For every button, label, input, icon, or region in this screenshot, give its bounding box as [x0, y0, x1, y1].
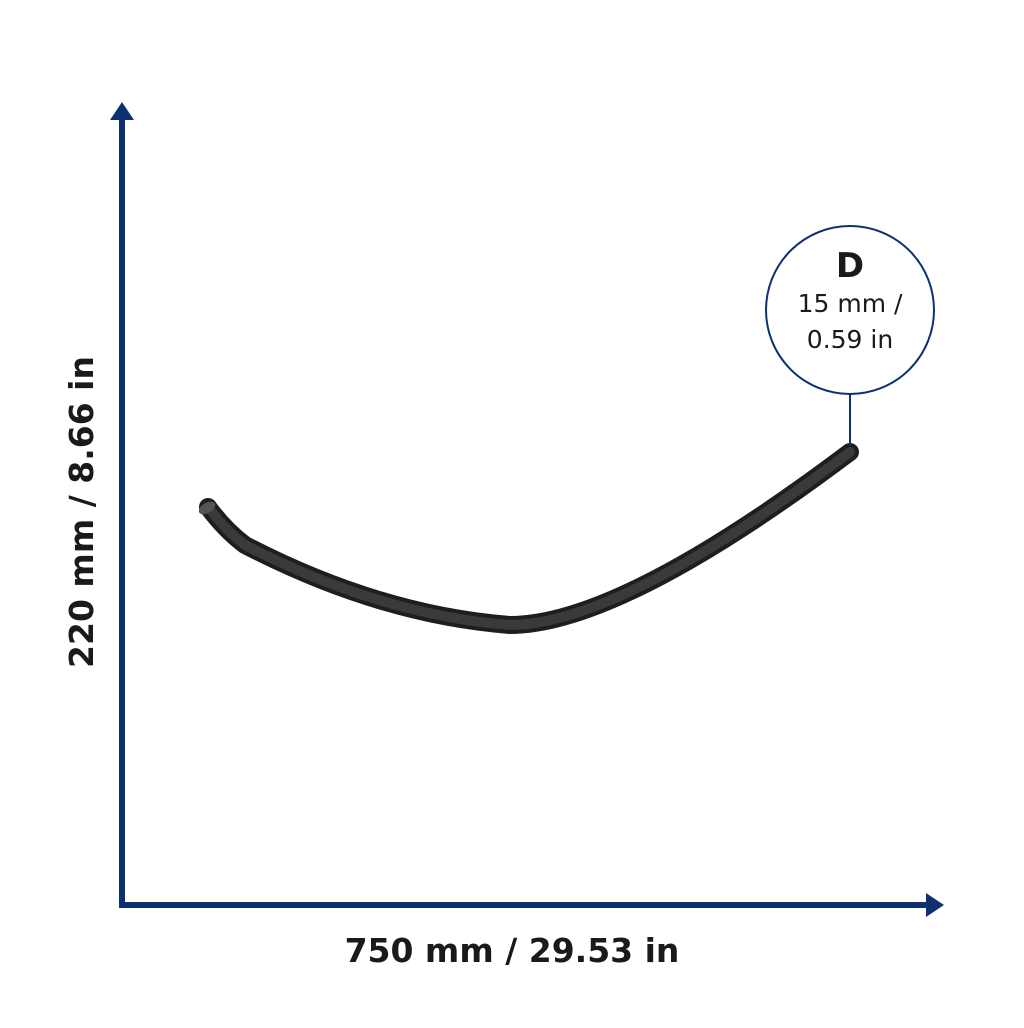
y-arrow [110, 102, 134, 120]
callout-label: D [836, 246, 864, 286]
width-label: 750 mm / 29.53 in [345, 931, 680, 970]
callout-line1: 15 mm / [798, 289, 903, 318]
height-label: 220 mm / 8.66 in [62, 356, 101, 668]
callout-circle [765, 225, 935, 395]
hose-highlight [203, 447, 855, 631]
hose-end [198, 501, 216, 515]
x-arrow [926, 893, 944, 917]
hose [199, 443, 859, 635]
callout-line2: 0.59 in [807, 325, 893, 354]
